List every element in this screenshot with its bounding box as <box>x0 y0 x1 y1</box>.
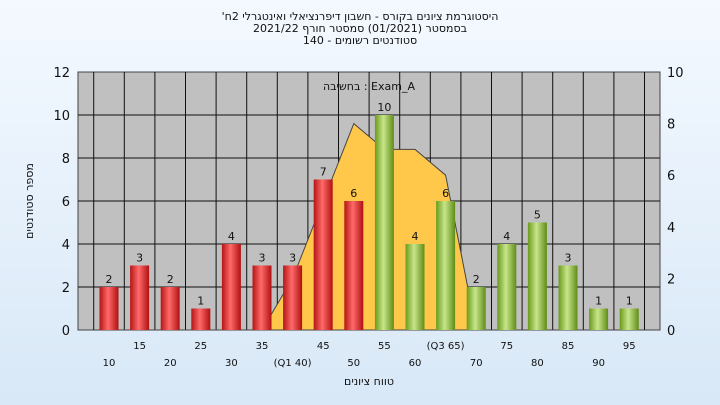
bar <box>252 265 272 330</box>
x-tick-label: 55 <box>378 341 391 352</box>
bar <box>191 308 211 330</box>
x-tick-label: 35 <box>256 341 269 352</box>
bar <box>374 115 394 330</box>
y2-tick-label: 2 <box>667 272 675 287</box>
bar <box>313 179 333 330</box>
bar-value-label: 3 <box>289 252 296 265</box>
bar <box>99 287 119 330</box>
bar-value-label: 6 <box>350 187 357 200</box>
bar <box>344 201 364 330</box>
x-tick-label: (Q3 65) <box>427 341 465 352</box>
y2-tick-label: 4 <box>667 221 675 236</box>
y-tick-label: 4 <box>62 238 70 253</box>
x-tick-label: 20 <box>164 358 177 369</box>
chart-title-line-1: 'היסטוגרמת ציונים בקורס - חשבון דיפרנציא… <box>221 10 499 23</box>
y-tick-label: 2 <box>62 281 70 296</box>
y-tick-label: 8 <box>62 152 70 167</box>
bar <box>283 265 303 330</box>
bar-layer <box>99 115 639 330</box>
bar-value-label: 3 <box>259 252 266 265</box>
y2-tick-label: 8 <box>667 118 675 133</box>
x-tick-label: 15 <box>133 341 146 352</box>
y2-tick-label: 6 <box>667 169 675 184</box>
x-tick-label: 90 <box>592 358 605 369</box>
bar-value-label: 1 <box>595 295 602 308</box>
bar-value-label: 6 <box>442 187 449 200</box>
bar-value-label: 4 <box>503 230 510 243</box>
bar <box>160 287 180 330</box>
x-tick-label: 45 <box>317 341 330 352</box>
bar-value-label: 2 <box>167 273 174 286</box>
x-tick-label: 95 <box>623 341 636 352</box>
y-tick-label: 10 <box>53 109 70 124</box>
bar <box>527 222 547 330</box>
x-tick-label: (Q1 40) <box>274 358 312 369</box>
y-tick-label: 12 <box>53 66 70 81</box>
x-tick-label: 30 <box>225 358 238 369</box>
bar <box>405 244 425 330</box>
x-tick-label: 10 <box>103 358 116 369</box>
x-tick-label: 60 <box>409 358 422 369</box>
bar-value-label: 1 <box>197 295 204 308</box>
bar-value-label: 3 <box>565 252 572 265</box>
bar-value-label: 4 <box>412 230 419 243</box>
bar <box>497 244 517 330</box>
y-tick-label: 6 <box>62 195 70 210</box>
x-tick-label: 70 <box>470 358 483 369</box>
bar-value-label: 4 <box>228 230 235 243</box>
bar-value-label: 10 <box>377 101 391 114</box>
x-tick-label: 75 <box>500 341 513 352</box>
x-tick-label: 25 <box>194 341 207 352</box>
y-axis-label: מספר סטודנטים <box>23 163 36 239</box>
bar-value-label: 7 <box>320 166 327 179</box>
bar-value-label: 3 <box>136 252 143 265</box>
y2-tick-label: 0 <box>667 324 675 339</box>
bar-value-label: 2 <box>473 273 480 286</box>
bar <box>221 244 241 330</box>
bar <box>619 308 639 330</box>
y-tick-label: 0 <box>62 324 70 339</box>
bar <box>589 308 609 330</box>
annotation-label: בחשיבה : Exam_A <box>323 80 415 93</box>
data-label-layer: 2 3 2 1 4 3 3 7 6 10 4 6 2 4 5 3 1 1 <box>106 101 633 308</box>
bar <box>130 265 150 330</box>
x-axis-label: טווח ציונים <box>344 375 394 388</box>
x-tick-label: 50 <box>347 358 360 369</box>
chart-title-line-3: סטודנטים רשומים - 140 <box>302 34 418 47</box>
bar-value-label: 2 <box>106 273 113 286</box>
bar <box>466 287 486 330</box>
chart-title-line-2: בסמסטר (01/2021) סמסטר חורף 2021/22 <box>253 22 467 35</box>
bar <box>436 201 456 330</box>
bar <box>558 265 578 330</box>
y2-tick-label: 10 <box>667 66 684 81</box>
x-tick-label: 80 <box>531 358 544 369</box>
bar-value-label: 1 <box>626 295 633 308</box>
bar-value-label: 5 <box>534 209 541 222</box>
x-tick-label: 85 <box>562 341 575 352</box>
